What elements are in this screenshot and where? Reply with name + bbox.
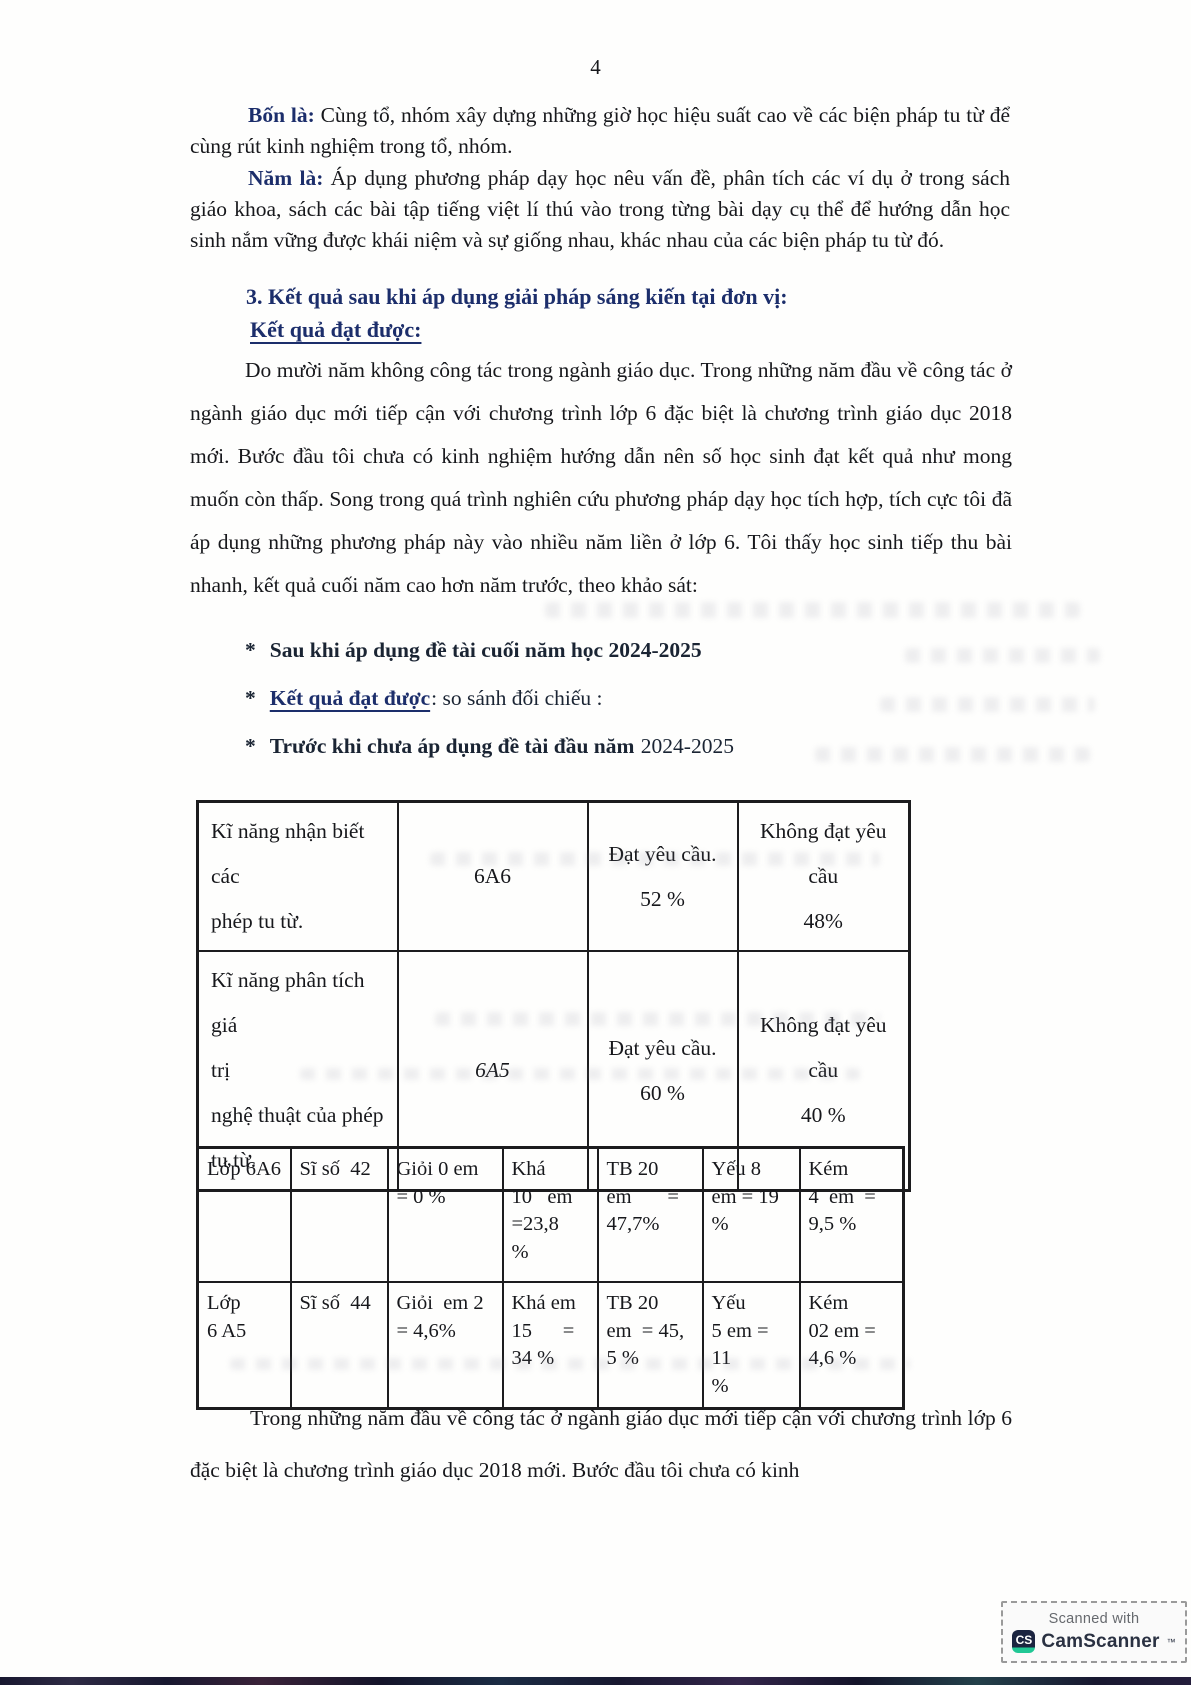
camscanner-icon: CS [1012,1630,1036,1653]
class-size-cell: Sĩ số 42 [289,1146,389,1283]
scanned-with-label: Scanned with [1048,1611,1140,1627]
class-size-cell: Sĩ số 44 [289,1281,389,1410]
camscanner-icon-letters: CS [1015,1633,1033,1647]
camscanner-app-name: CamScanner [1041,1630,1160,1652]
scan-bleed-artifact [430,852,880,866]
bullet-after-apply: * Sau khi áp dụng đề tài cuối năm học 202… [245,638,1025,686]
section-heading-results: 3. Kết quả sau khi áp dụng giải pháp sán… [246,284,788,309]
scan-bleed-artifact [435,1012,880,1026]
paragraph-bon-la-text: Cùng tổ, nhóm xây dựng những giờ học hiệ… [190,103,1010,158]
skill-cell: Kĩ năng nhận biết các phép tu từ. [196,800,399,952]
scan-bleed-artifact [815,747,1090,762]
trademark-symbol: ™ [1166,1636,1176,1647]
yeu-cell: Yếu 8 em = 19 % [701,1146,801,1283]
bullet-marker: * [245,734,256,758]
tb-cell: TB 20 em = 47,7% [596,1146,704,1283]
kem-cell: Kém 4 em = 9,5 % [798,1146,905,1283]
bullet-rest-text: 2024-2025 [635,734,734,758]
table-row: Kĩ năng nhận biết các phép tu từ. 6A6 Đạ… [196,800,911,952]
class-name-cell: Lớp 6 A5 [196,1281,292,1410]
camscanner-brand-row: CS CamScanner ™ [1012,1630,1176,1653]
camscanner-watermark: Scanned with CS CamScanner ™ [1001,1601,1187,1663]
page-number: 4 [590,55,601,79]
scan-bleed-artifact [905,648,1100,663]
bullet-strong-text: Sau khi áp dụng đề tài cuối năm học 2024… [269,638,702,662]
paragraph-bon-la: Bốn là: Cùng tổ, nhóm xây dựng những giờ… [190,100,1010,162]
scan-bleed-artifact [545,602,1080,618]
scan-bleed-artifact [300,1068,860,1080]
subheading-ket-qua: Kết quả đạt được: [250,317,422,342]
kem-cell: Kém 02 em = 4,6 % [798,1281,905,1410]
paragraph-bon-la-label: Bốn là: [248,103,315,127]
kha-cell: Khá 10 em =23,8 % [501,1146,599,1283]
tb-cell: TB 20 em = 45, 5 % [596,1281,704,1410]
class-name-cell: Lớp 6A6 [196,1146,292,1283]
yeu-cell: Yếu 5 em = 11 % [701,1281,801,1410]
table-row: Lớp 6 A5 Sĩ số 44 Giỏi em 2 = 4,6% Khá e… [196,1281,905,1410]
fail-rate-cell: Không đạt yêu cầu 48% [736,800,911,952]
paragraph-nam-la-text: Áp dụng phương pháp dạy học nêu vấn đề, … [190,166,1010,252]
gioi-cell: Giỏi em 2 = 4,6% [386,1281,504,1410]
results-paragraph: Do mười năm không công tác trong ngành g… [190,358,1012,597]
bullet-before-apply: * Trước khi chưa áp dụng đề tài đầu năm 2… [245,734,1025,782]
paragraph-nam-la-label: Năm là: [248,166,324,190]
class-scores-table: Lớp 6A6 Sĩ số 42 Giỏi 0 em = 0 % Khá 10 … [196,1146,905,1410]
closing-paragraph: Trong những năm đầu về công tác ở ngành … [190,1406,1012,1482]
bullet-strong-text: Trước khi chưa áp dụng đề tài đầu năm [269,734,635,758]
scan-edge-artifact [0,1677,1191,1685]
bullet-marker: * [245,638,256,662]
scan-bleed-artifact [880,697,1095,712]
bullet-ket-qua: * Kết quả đạt được: so sánh đối chiếu : [245,686,1025,734]
bullet-list: * Sau khi áp dụng đề tài cuối năm học 202… [245,638,1025,782]
kha-cell: Khá em 15 = 34 % [501,1281,599,1410]
bullet-underline-text: Kết quả đạt được [269,686,431,710]
paragraph-nam-la: Năm là: Áp dụng phương pháp dạy học nêu … [190,163,1010,256]
pass-rate-cell: Đạt yêu cầu. 52 % [586,800,739,952]
table-row: Lớp 6A6 Sĩ số 42 Giỏi 0 em = 0 % Khá 10 … [196,1146,905,1283]
gioi-cell: Giỏi 0 em = 0 % [386,1146,504,1283]
scan-bleed-artifact [230,1358,910,1370]
class-cell: 6A6 [396,800,589,952]
bullet-marker: * [245,686,256,710]
bullet-rest-text: : so sánh đối chiếu : [431,686,603,710]
